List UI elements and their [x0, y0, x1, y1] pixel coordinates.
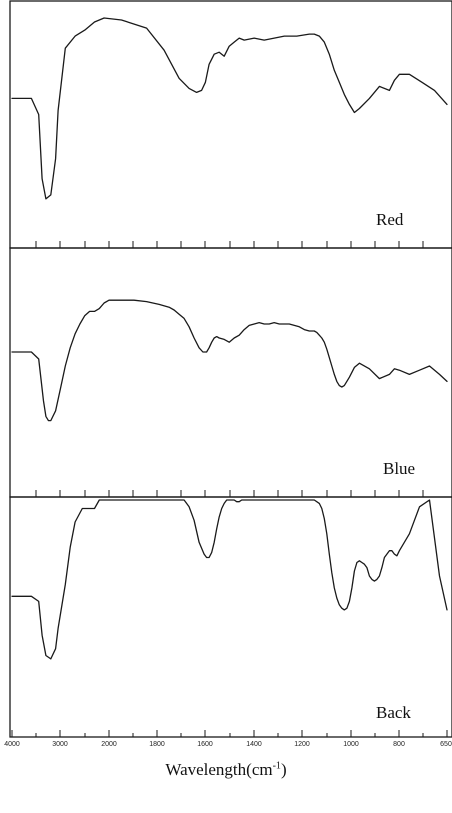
tick-label: 1200 [294, 741, 310, 748]
panel-label-back: Back [376, 703, 411, 722]
tick-label: 2000 [101, 741, 117, 748]
x-axis-ticks [11, 241, 448, 737]
spectrum-back [11, 499, 448, 660]
spectrum-red [11, 17, 448, 200]
x-tick-labels: 4000 3000 2000 1800 1600 1400 1200 1000 … [4, 741, 452, 748]
x-axis-title: Wavelength(cm-1) [165, 760, 287, 779]
spectrum-blue [11, 299, 448, 422]
tick-label: 4000 [4, 741, 20, 748]
tick-label: 800 [393, 741, 405, 748]
panel-label-blue: Blue [383, 459, 415, 478]
tick-label: 1000 [343, 741, 359, 748]
tick-label: 3000 [52, 741, 68, 748]
tick-label: 1800 [149, 741, 165, 748]
tick-label: 650 [440, 741, 452, 748]
tick-label: 1400 [246, 741, 262, 748]
panel-back-frame [9, 496, 452, 738]
panel-label-red: Red [376, 210, 404, 229]
panel-frames [9, 0, 452, 738]
x-axis-title-exponent: -1 [272, 760, 281, 772]
tick-label: 1600 [197, 741, 213, 748]
